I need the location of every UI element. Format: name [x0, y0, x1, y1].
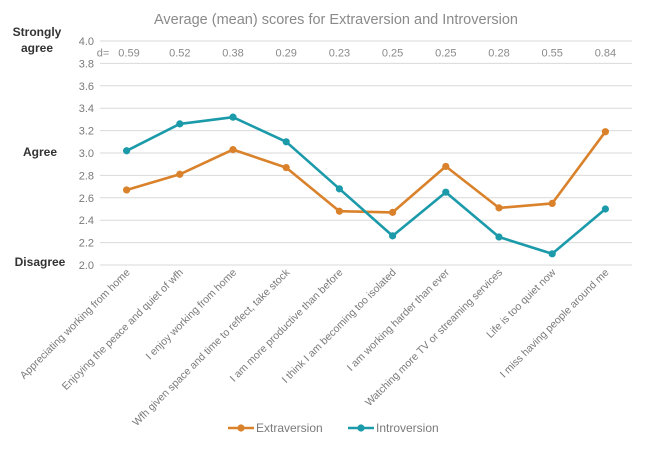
legend-label-extraversion: Extraversion	[256, 421, 323, 435]
scale-label-disagree: Disagree	[15, 255, 66, 269]
data-point-introversion	[495, 233, 503, 241]
category-label: I am more productive than before	[228, 267, 346, 385]
data-point-introversion	[335, 185, 343, 193]
data-point-introversion	[601, 205, 610, 213]
y-tick-label: 3.4	[79, 103, 94, 115]
series-line-extraversion	[126, 130, 607, 214]
data-point-introversion	[229, 113, 237, 121]
category-label: Appreciating working from home	[18, 267, 133, 382]
chart-title: Average (mean) scores for Extraversion a…	[154, 12, 518, 28]
effect-size-label: 0.28	[488, 48, 509, 60]
data-point-introversion	[123, 147, 131, 155]
effect-size-label: 0.84	[595, 48, 616, 60]
data-point-extraversion	[229, 146, 237, 154]
data-point-introversion	[176, 120, 184, 128]
data-point-extraversion	[389, 208, 397, 216]
y-tick-label: 2.0	[79, 260, 94, 272]
category-label: I miss having people around me	[498, 267, 612, 381]
data-point-extraversion	[176, 170, 184, 178]
scale-label-strongly-agree-line1: Strongly	[13, 25, 62, 39]
y-tick-label: 2.8	[79, 170, 94, 182]
effect-size-label: 0.52	[169, 48, 190, 60]
y-tick-label: 3.0	[79, 148, 94, 160]
data-point-extraversion	[495, 204, 503, 212]
effect-size-label: 0.55	[541, 48, 562, 60]
y-tick-label: 2.4	[79, 215, 94, 227]
legend-swatch-marker-introversion	[357, 424, 365, 432]
data-point-introversion	[442, 188, 450, 196]
effect-size-label: 0.29	[275, 48, 296, 60]
series-line-introversion	[126, 115, 607, 256]
effect-size-label: 0.25	[382, 48, 403, 60]
y-tick-label: 2.2	[79, 238, 94, 250]
data-point-introversion	[548, 250, 556, 258]
y-tick-label: 2.6	[79, 193, 94, 205]
category-label: I enjoy working from home	[144, 267, 240, 363]
y-tick-label: 3.2	[79, 126, 94, 138]
y-tick-label: 3.8	[79, 58, 94, 70]
effect-size-label: 0.38	[222, 48, 243, 60]
data-point-introversion	[389, 232, 397, 240]
scale-label-agree: Agree	[23, 145, 57, 159]
data-point-extraversion	[123, 186, 131, 194]
data-point-introversion	[282, 138, 290, 146]
scale-label-strongly-agree-line2: agree	[21, 41, 53, 55]
data-point-extraversion	[601, 128, 610, 136]
data-point-extraversion	[282, 163, 290, 172]
effect-size-label: 0.59	[118, 48, 139, 60]
y-tick-label: 4.0	[79, 36, 94, 48]
data-point-extraversion	[548, 199, 556, 207]
data-point-extraversion	[335, 207, 343, 215]
legend-label-introversion: Introversion	[376, 421, 439, 435]
category-label: I think I am becoming too isolated	[280, 267, 399, 386]
data-point-extraversion	[442, 162, 450, 171]
category-label: I am working harder than ever	[345, 266, 452, 373]
effect-size-label: 0.23	[329, 48, 350, 60]
y-tick-label: 3.6	[79, 81, 94, 93]
d-prefix: d=	[97, 48, 110, 60]
effect-size-label: 0.25	[435, 48, 456, 60]
legend-swatch-marker-extraversion	[237, 424, 245, 432]
